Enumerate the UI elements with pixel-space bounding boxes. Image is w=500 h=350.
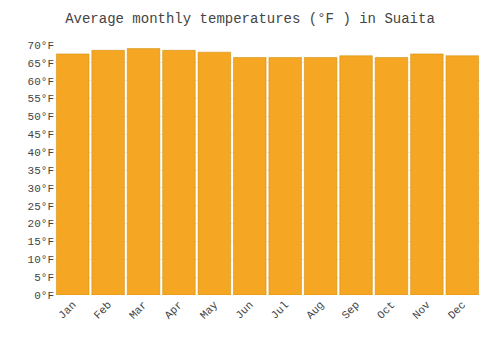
svg-text:Jun: Jun — [233, 299, 255, 321]
svg-text:15°F: 15°F — [28, 236, 54, 248]
svg-text:Aug: Aug — [304, 299, 326, 321]
svg-text:Sep: Sep — [340, 299, 362, 321]
svg-text:60°F: 60°F — [28, 76, 54, 88]
svg-text:Jan: Jan — [56, 299, 78, 321]
svg-text:Dec: Dec — [446, 299, 468, 321]
svg-text:0°F: 0°F — [34, 290, 54, 302]
svg-text:70°F: 70°F — [28, 40, 54, 52]
svg-text:10°F: 10°F — [28, 254, 54, 266]
svg-text:50°F: 50°F — [28, 111, 54, 123]
svg-text:40°F: 40°F — [28, 147, 54, 159]
svg-text:May: May — [198, 299, 221, 322]
svg-text:55°F: 55°F — [28, 93, 54, 105]
svg-text:Average monthly temperatures (: Average monthly temperatures (°F ) in Su… — [65, 11, 435, 27]
svg-text:Feb: Feb — [92, 299, 114, 321]
svg-text:Jul: Jul — [269, 299, 291, 321]
svg-text:30°F: 30°F — [28, 183, 54, 195]
svg-text:45°F: 45°F — [28, 129, 54, 141]
svg-text:Apr: Apr — [162, 299, 184, 321]
svg-text:Oct: Oct — [375, 299, 397, 321]
svg-text:65°F: 65°F — [28, 58, 54, 70]
svg-text:20°F: 20°F — [28, 218, 54, 230]
svg-text:Mar: Mar — [127, 299, 149, 321]
svg-text:35°F: 35°F — [28, 165, 54, 177]
svg-text:25°F: 25°F — [28, 201, 54, 213]
svg-text:Nov: Nov — [410, 299, 433, 322]
svg-text:5°F: 5°F — [34, 272, 54, 284]
